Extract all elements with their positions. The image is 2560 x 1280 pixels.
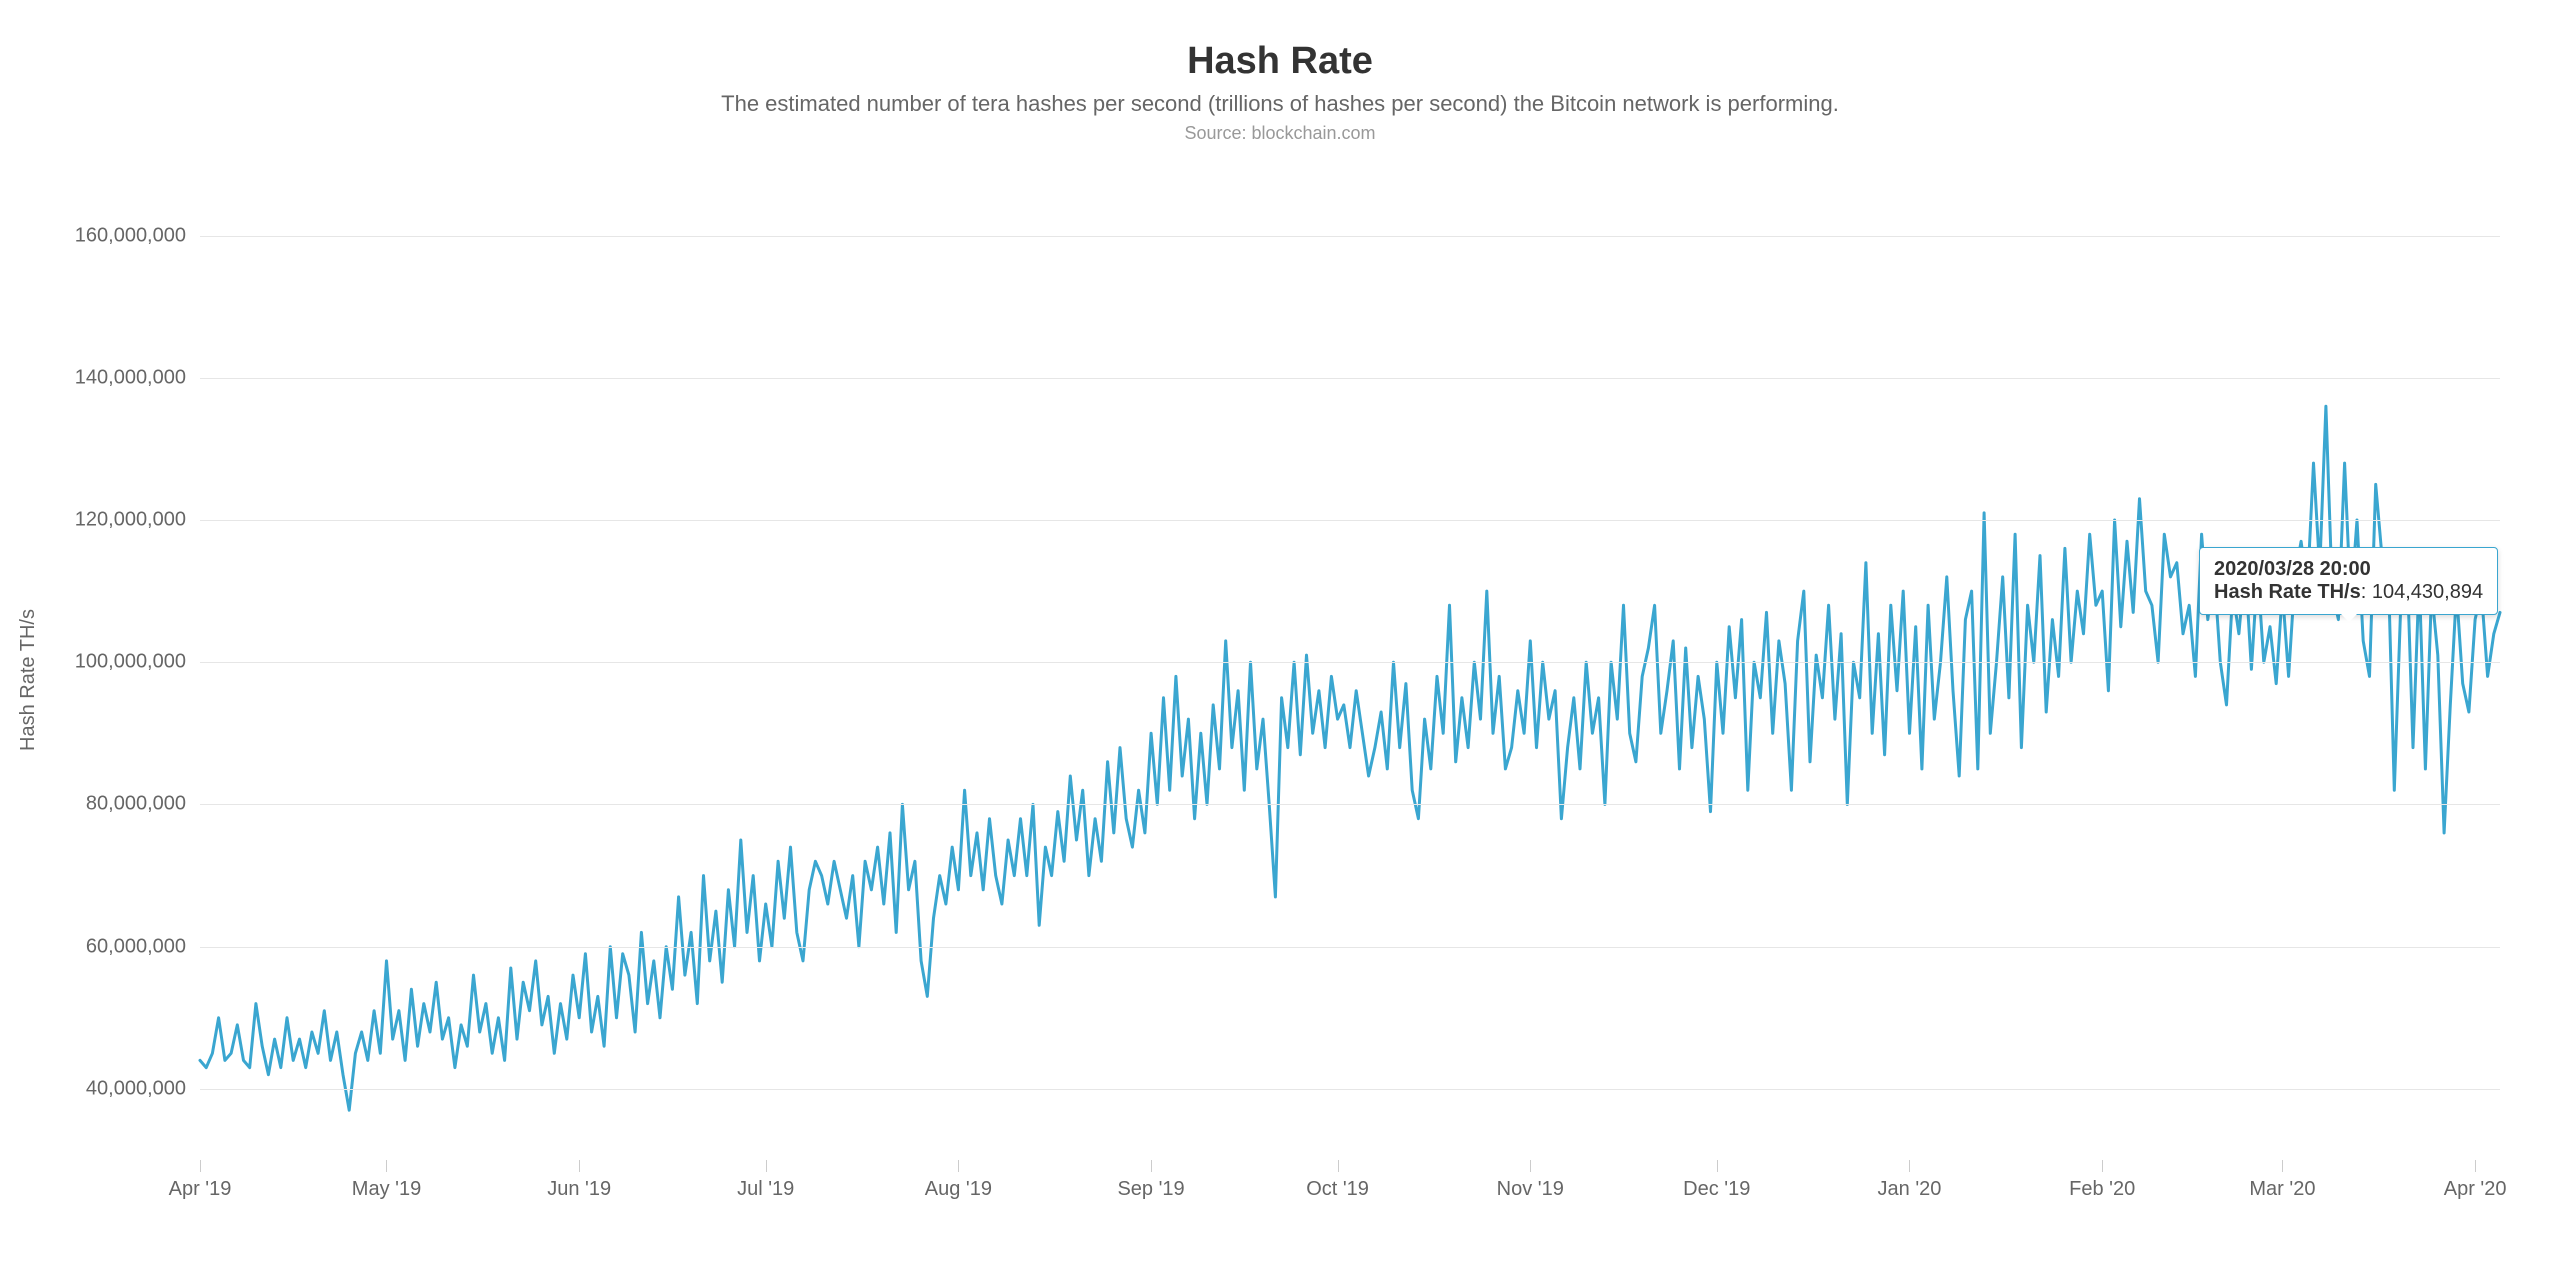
x-tick	[1530, 1160, 1531, 1172]
gridline	[200, 378, 2500, 379]
y-tick-label: 60,000,000	[86, 935, 200, 958]
x-tick-label: Mar '20	[2249, 1178, 2315, 1201]
gridline	[200, 1089, 2500, 1090]
y-tick-label: 40,000,000	[86, 1077, 200, 1100]
x-tick	[958, 1160, 959, 1172]
tooltip-label: Hash Rate TH/s	[2214, 581, 2361, 603]
x-tick-label: Jun '19	[547, 1178, 611, 1201]
chart-title: Hash Rate	[0, 40, 2560, 83]
x-tick	[1151, 1160, 1152, 1172]
tooltip-value: 104,430,894	[2372, 581, 2483, 603]
y-tick-label: 140,000,000	[75, 366, 200, 389]
chart-plot-svg	[200, 200, 2500, 1160]
x-tick-label: Feb '20	[2069, 1178, 2135, 1201]
x-tick	[2102, 1160, 2103, 1172]
x-tick	[200, 1160, 201, 1172]
gridline	[200, 662, 2500, 663]
x-tick	[1909, 1160, 1910, 1172]
x-tick-label: Sep '19	[1117, 1178, 1184, 1201]
x-tick-label: Jan '20	[1878, 1178, 1942, 1201]
x-tick-label: Apr '19	[169, 1178, 232, 1201]
x-tick-label: Jul '19	[737, 1178, 794, 1201]
y-tick-label: 80,000,000	[86, 793, 200, 816]
x-tick	[766, 1160, 767, 1172]
line-chart[interactable]: 2020/03/28 20:00 Hash Rate TH/s: 104,430…	[200, 200, 2500, 1160]
x-tick-label: Oct '19	[1306, 1178, 1369, 1201]
y-tick-label: 100,000,000	[75, 651, 200, 674]
gridline	[200, 804, 2500, 805]
chart-source: Source: blockchain.com	[0, 123, 2560, 144]
chart-subtitle: The estimated number of tera hashes per …	[0, 91, 2560, 117]
x-tick-label: Nov '19	[1497, 1178, 1564, 1201]
x-tick	[2475, 1160, 2476, 1172]
x-tick	[579, 1160, 580, 1172]
x-tick-label: Dec '19	[1683, 1178, 1750, 1201]
gridline	[200, 236, 2500, 237]
chart-tooltip: 2020/03/28 20:00 Hash Rate TH/s: 104,430…	[2199, 547, 2498, 615]
x-tick-label: Aug '19	[925, 1178, 992, 1201]
x-tick-label: May '19	[352, 1178, 421, 1201]
tooltip-date: 2020/03/28 20:00	[2214, 558, 2483, 581]
gridline	[200, 947, 2500, 948]
y-tick-label: 120,000,000	[75, 509, 200, 532]
x-tick	[1338, 1160, 1339, 1172]
x-tick-label: Apr '20	[2444, 1178, 2507, 1201]
y-tick-label: 160,000,000	[75, 224, 200, 247]
y-axis-title: Hash Rate TH/s	[17, 609, 40, 751]
x-tick	[2282, 1160, 2283, 1172]
x-tick	[1717, 1160, 1718, 1172]
hash-rate-line	[200, 406, 2500, 1110]
gridline	[200, 520, 2500, 521]
x-tick	[386, 1160, 387, 1172]
